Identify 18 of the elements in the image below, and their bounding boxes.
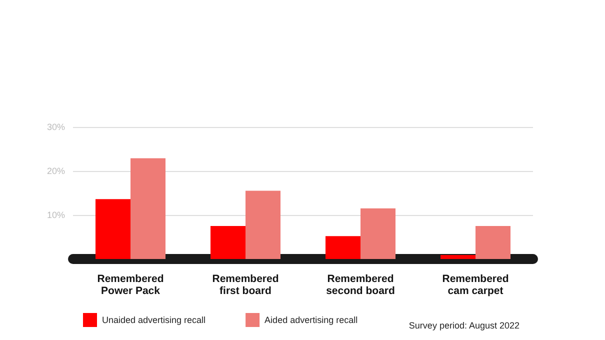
bar xyxy=(96,199,130,259)
x-tick-label: Remembered second board xyxy=(326,273,395,297)
text: Survey period: August 2022 xyxy=(408,320,520,330)
y-tick-label: 20% xyxy=(46,166,65,176)
legend-label: Unaided advertising recall xyxy=(102,315,206,325)
bar xyxy=(246,190,280,259)
bar xyxy=(210,226,246,259)
legend-label: Aided advertising recall xyxy=(264,315,358,325)
bar xyxy=(440,255,476,259)
x-tick-label: Remembered Power Pack xyxy=(97,273,164,297)
x-tick-label: Remembered first board xyxy=(212,273,279,297)
bar xyxy=(476,226,510,259)
x-tick-label: Remembered cam carpet xyxy=(442,273,509,297)
bar xyxy=(360,208,396,259)
y-tick-label: 10% xyxy=(46,210,65,220)
bar xyxy=(130,158,166,259)
y-tick-label: 30% xyxy=(46,122,65,132)
bar xyxy=(326,236,360,259)
